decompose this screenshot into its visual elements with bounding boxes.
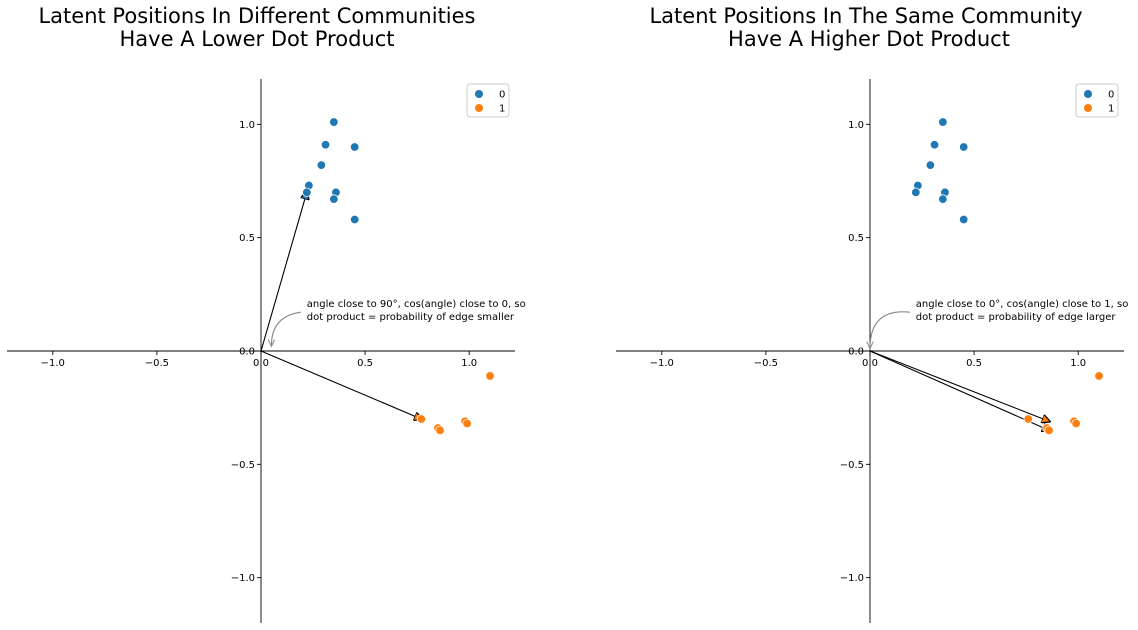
x-tick-label: 1.0 — [461, 358, 477, 369]
y-tick-label: −1.0 — [840, 573, 864, 584]
annotation-line-2: dot product = probability of edge smalle… — [307, 312, 515, 323]
panel-right: Latent Positions In The Same Community H… — [616, 4, 1128, 623]
data-point-community-1 — [485, 371, 495, 381]
x-tick-label: −1.0 — [41, 358, 65, 369]
x-tick-label: 0.5 — [357, 358, 373, 369]
y-tick-label: −0.5 — [231, 460, 255, 471]
legend-label-0: 0 — [499, 90, 505, 101]
data-point-community-0 — [302, 187, 312, 198]
legend-label-0: 0 — [1108, 90, 1114, 101]
data-point-community-0 — [329, 117, 339, 127]
legend-marker-1 — [1084, 104, 1092, 112]
data-point-community-0 — [958, 214, 969, 225]
data-point-community-1 — [435, 425, 445, 436]
scatter-points — [911, 117, 1104, 436]
data-point-community-0 — [925, 160, 936, 170]
panel-left: Latent Positions In Different Communitie… — [7, 4, 526, 623]
annotation-line-1: angle close to 90°, cos(angle) close to … — [307, 299, 526, 310]
data-point-community-1 — [462, 418, 472, 429]
data-point-community-0 — [938, 194, 948, 204]
x-tick-label: 1.0 — [1070, 358, 1086, 369]
data-point-community-0 — [958, 142, 969, 152]
latent-position-vector — [260, 192, 307, 352]
vectors — [869, 350, 1049, 430]
x-tick-label: −1.0 — [650, 358, 674, 369]
data-point-community-1 — [1094, 371, 1104, 381]
y-tick-label: −0.5 — [840, 460, 864, 471]
legend-marker-0 — [475, 90, 483, 98]
legend-label-1: 1 — [499, 104, 505, 115]
x-tick-label: −0.5 — [145, 358, 169, 369]
annotation-arrow — [870, 311, 910, 348]
y-tick-label: 0.0 — [239, 347, 255, 358]
chart-title-line-2: Have A Lower Dot Product — [120, 27, 395, 51]
y-tick-label: −1.0 — [231, 573, 255, 584]
legend-marker-1 — [475, 104, 483, 112]
y-tick-label: 1.0 — [239, 120, 255, 131]
latent-position-vector — [260, 350, 421, 419]
y-tick-label: 0.5 — [848, 233, 864, 244]
vectors — [260, 192, 421, 419]
data-point-community-0 — [911, 187, 921, 198]
legend: 0 1 — [1075, 83, 1119, 118]
y-tick-label: 1.0 — [848, 120, 864, 131]
data-point-community-1 — [416, 414, 427, 424]
data-point-community-0 — [349, 142, 360, 152]
data-point-community-1 — [1071, 418, 1081, 429]
latent-position-vector — [869, 350, 1049, 421]
x-tick-label: 0.5 — [966, 358, 982, 369]
data-point-community-0 — [329, 194, 339, 204]
y-tick-label: 0.0 — [848, 347, 864, 358]
legend: 0 1 — [466, 83, 510, 118]
annotation-line-2: dot product = probability of edge larger — [916, 312, 1117, 323]
data-point-community-1 — [1044, 425, 1054, 436]
legend-marker-0 — [1084, 90, 1092, 98]
chart-title-line-2: Have A Higher Dot Product — [728, 27, 1010, 51]
annotation-line-1: angle close to 0°, cos(angle) close to 1… — [916, 299, 1129, 310]
legend-label-1: 1 — [1108, 104, 1114, 115]
data-point-community-1 — [1023, 414, 1033, 424]
data-point-community-0 — [929, 140, 940, 150]
data-point-community-0 — [320, 140, 331, 150]
chart-title-line-1: Latent Positions In The Same Community — [649, 4, 1082, 28]
annotation: angle close to 90°, cos(angle) close to … — [271, 299, 526, 346]
data-point-community-0 — [316, 160, 327, 170]
data-point-community-0 — [349, 214, 360, 225]
latent-position-vector — [869, 350, 1049, 430]
data-point-community-0 — [938, 117, 948, 127]
scatter-points — [302, 117, 495, 436]
chart-title-line-1: Latent Positions In Different Communitie… — [38, 4, 475, 28]
annotation-arrow — [271, 311, 301, 346]
x-tick-label: −0.5 — [754, 358, 778, 369]
y-tick-label: 0.5 — [239, 233, 255, 244]
annotation: angle close to 0°, cos(angle) close to 1… — [870, 299, 1128, 348]
